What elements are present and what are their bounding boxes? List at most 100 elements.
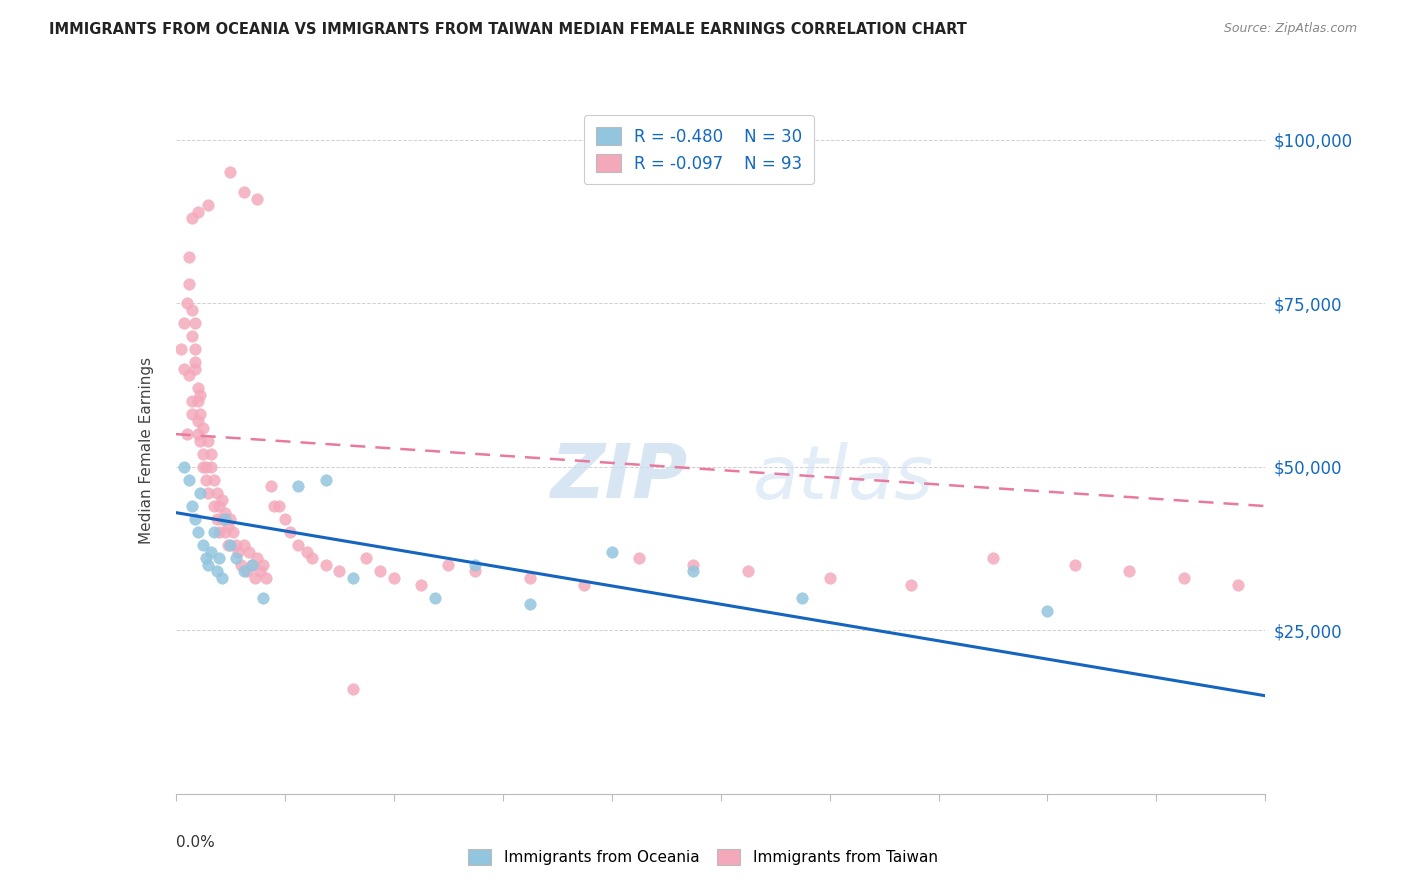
- Point: [240, 558, 263, 572]
- Point: [232, 538, 254, 552]
- Point: [214, 525, 236, 540]
- Point: [214, 506, 236, 520]
- Point: [437, 558, 460, 572]
- Point: [208, 551, 231, 566]
- Point: [208, 525, 231, 540]
- Point: [200, 459, 222, 474]
- Point: [176, 427, 198, 442]
- Point: [219, 165, 242, 179]
- Point: [225, 538, 247, 552]
- Point: [464, 565, 486, 579]
- Point: [197, 486, 219, 500]
- Point: [170, 342, 193, 356]
- Point: [217, 518, 239, 533]
- Point: [519, 597, 541, 611]
- Point: [246, 192, 269, 206]
- Point: [181, 394, 204, 409]
- Point: [287, 479, 309, 493]
- Point: [205, 512, 228, 526]
- Point: [186, 525, 209, 540]
- Point: [191, 538, 214, 552]
- Point: [202, 473, 225, 487]
- Legend: R = -0.480    N = 30, R = -0.097    N = 93: R = -0.480 N = 30, R = -0.097 N = 93: [583, 115, 814, 185]
- Point: [184, 355, 207, 369]
- Point: [981, 551, 1004, 566]
- Point: [287, 538, 309, 552]
- Point: [188, 388, 211, 402]
- Text: 0.0%: 0.0%: [176, 835, 215, 850]
- Point: [173, 361, 195, 376]
- Point: [231, 558, 253, 572]
- Point: [173, 316, 195, 330]
- Point: [186, 204, 209, 219]
- Point: [214, 512, 236, 526]
- Point: [211, 571, 233, 585]
- Point: [181, 408, 204, 422]
- Point: [188, 434, 211, 448]
- Point: [184, 316, 207, 330]
- Point: [191, 420, 214, 434]
- Point: [235, 565, 257, 579]
- Point: [254, 571, 277, 585]
- Text: IMMIGRANTS FROM OCEANIA VS IMMIGRANTS FROM TAIWAN MEDIAN FEMALE EARNINGS CORRELA: IMMIGRANTS FROM OCEANIA VS IMMIGRANTS FR…: [49, 22, 967, 37]
- Point: [328, 565, 350, 579]
- Point: [179, 368, 201, 383]
- Point: [295, 545, 318, 559]
- Point: [197, 434, 219, 448]
- Point: [186, 414, 209, 428]
- Point: [900, 577, 922, 591]
- Point: [252, 591, 274, 605]
- Point: [225, 551, 247, 566]
- Point: [409, 577, 432, 591]
- Point: [197, 558, 219, 572]
- Point: [184, 342, 207, 356]
- Point: [342, 682, 364, 697]
- Point: [186, 381, 209, 395]
- Point: [197, 198, 219, 212]
- Point: [519, 571, 541, 585]
- Point: [205, 486, 228, 500]
- Point: [423, 591, 446, 605]
- Point: [188, 408, 211, 422]
- Point: [194, 473, 217, 487]
- Point: [191, 459, 214, 474]
- Text: ZIP: ZIP: [551, 442, 688, 515]
- Point: [301, 551, 323, 566]
- Point: [202, 525, 225, 540]
- Point: [179, 473, 201, 487]
- Point: [1227, 577, 1250, 591]
- Point: [186, 394, 209, 409]
- Point: [173, 459, 195, 474]
- Point: [260, 479, 283, 493]
- Point: [232, 185, 254, 199]
- Point: [186, 427, 209, 442]
- Point: [1173, 571, 1195, 585]
- Point: [211, 492, 233, 507]
- Point: [181, 329, 204, 343]
- Point: [200, 447, 222, 461]
- Point: [176, 296, 198, 310]
- Text: Source: ZipAtlas.com: Source: ZipAtlas.com: [1223, 22, 1357, 36]
- Point: [315, 473, 337, 487]
- Point: [222, 525, 245, 540]
- Point: [238, 545, 260, 559]
- Text: atlas: atlas: [754, 442, 935, 514]
- Point: [211, 512, 233, 526]
- Point: [627, 551, 650, 566]
- Point: [181, 302, 204, 317]
- Point: [232, 565, 254, 579]
- Point: [240, 558, 263, 572]
- Point: [1118, 565, 1140, 579]
- Point: [1036, 604, 1059, 618]
- Point: [200, 545, 222, 559]
- Point: [181, 211, 204, 226]
- Point: [194, 551, 217, 566]
- Point: [219, 512, 242, 526]
- Point: [191, 447, 214, 461]
- Point: [184, 361, 207, 376]
- Point: [682, 558, 704, 572]
- Point: [188, 486, 211, 500]
- Point: [315, 558, 337, 572]
- Point: [243, 571, 266, 585]
- Point: [342, 571, 364, 585]
